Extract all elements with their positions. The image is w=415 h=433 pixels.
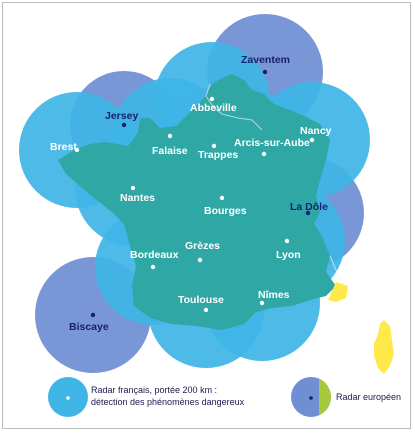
radar-marker-jersey: [121, 122, 127, 128]
legend-european-radar-dot: [309, 396, 313, 400]
legend-french-radar-dot: [66, 396, 70, 400]
radar-marker-nancy: [309, 137, 315, 143]
radar-marker-nantes: [130, 185, 136, 191]
radar-marker-bordeaux: [150, 264, 156, 270]
corsica-landmass: [374, 320, 394, 374]
radar-label-bourges: Bourges: [204, 205, 247, 217]
radar-label-abbeville: Abbeville: [190, 102, 237, 114]
border-lines: [205, 83, 349, 302]
radar-marker-arcis-sur-aube: [261, 151, 267, 157]
radar-label-grezes: Grèzes: [185, 240, 220, 252]
radar-label-jersey: Jersey: [105, 110, 138, 122]
radar-label-toulouse: Toulouse: [178, 294, 224, 306]
radar-label-nimes: Nîmes: [258, 289, 290, 301]
spain-border-area: [328, 282, 348, 302]
radar-marker-brest: [74, 147, 80, 153]
radar-label-arcis-sur-aube: Arcis-sur-Aube: [234, 137, 310, 149]
radar-label-falaise: Falaise: [152, 145, 188, 157]
radar-label-lyon: Lyon: [276, 249, 301, 261]
radar-marker-falaise: [167, 133, 173, 139]
radar-marker-lyon: [284, 238, 290, 244]
radar-marker-biscaye: [90, 312, 96, 318]
radar-marker-bourges: [219, 195, 225, 201]
legend-european-land: [319, 377, 331, 417]
legend-french-line1: Radar français, portée 200 km :: [91, 385, 217, 395]
radar-marker-toulouse: [203, 307, 209, 313]
radar-label-nantes: Nantes: [120, 192, 155, 204]
radar-markers: [74, 69, 315, 318]
border-line-north: [205, 83, 263, 131]
radar-marker-zaventem: [262, 69, 268, 75]
radar-marker-abbeville: [209, 96, 215, 102]
radar-marker-nimes: [259, 300, 265, 306]
radar-label-zaventem: Zaventem: [241, 54, 290, 66]
france-landmass: [58, 74, 336, 330]
legend-european-label: Radar européen: [336, 392, 401, 402]
radar-label-bordeaux: Bordeaux: [130, 249, 179, 261]
legend: Radar français, portée 200 km : détectio…: [48, 377, 401, 417]
radar-label-biscaye: Biscaye: [69, 321, 109, 333]
radar-label-trappes: Trappes: [198, 149, 238, 161]
radar-marker-la-dole: [305, 210, 311, 216]
radar-label-la-dole: La Dôle: [290, 201, 328, 213]
radar-label-nancy: Nancy: [300, 125, 332, 137]
legend-french-line2: détection des phénomènes dangereux: [91, 397, 245, 407]
radar-marker-grezes: [197, 257, 203, 263]
radar-label-brest: Brest: [50, 141, 77, 153]
radar-marker-trappes: [211, 143, 217, 149]
